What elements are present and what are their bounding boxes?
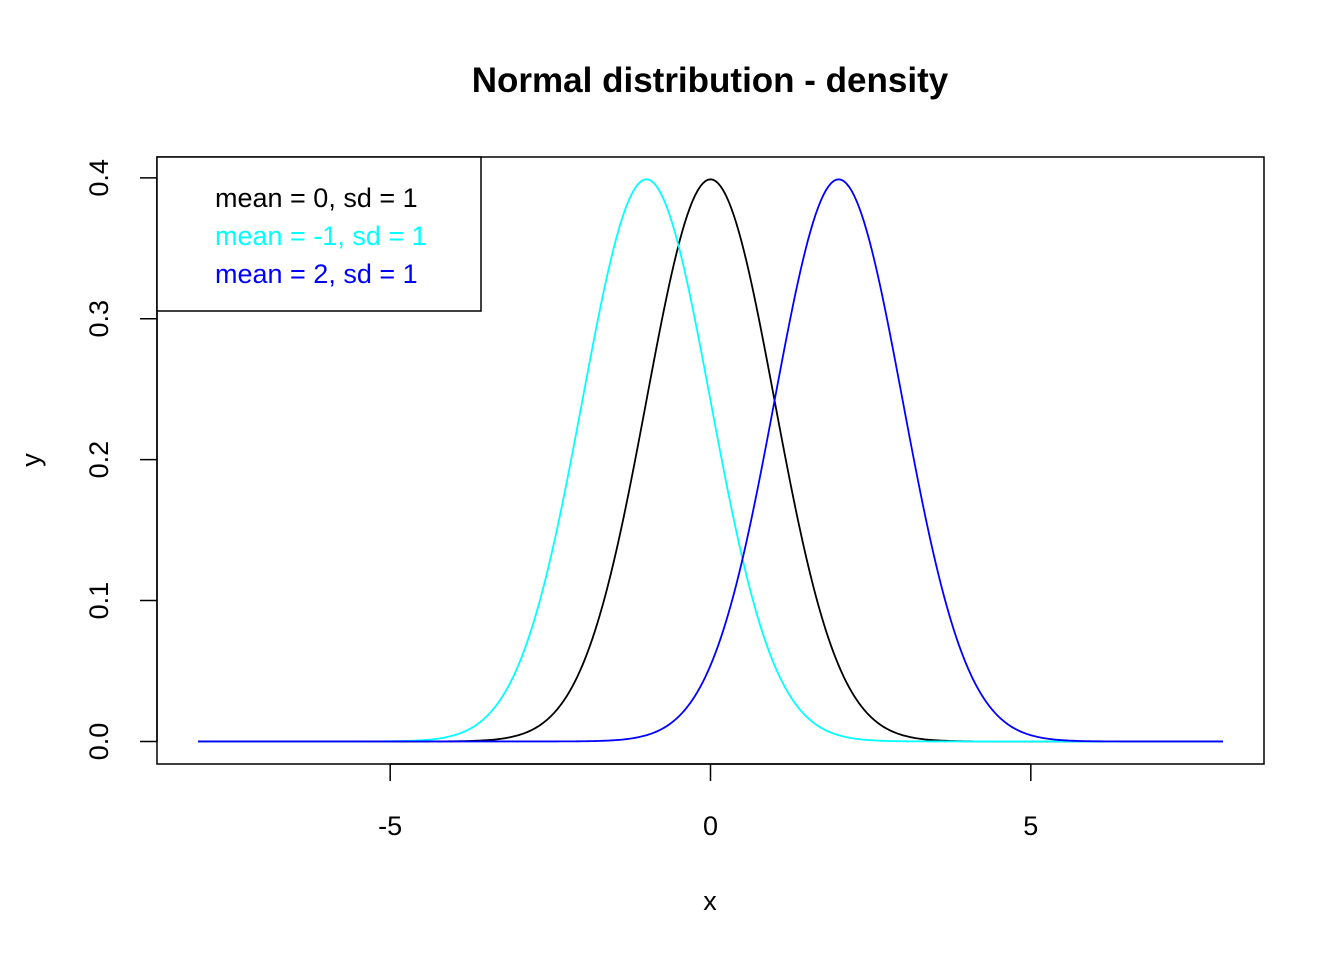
x-axis-title: x <box>703 886 717 916</box>
chart-title: Normal distribution - density <box>472 61 949 100</box>
legend: mean = 0, sd = 1 mean = -1, sd = 1 mean … <box>156 156 482 312</box>
y-tick-label-2: 0.2 <box>84 441 114 479</box>
x-ticks: -5 0 5 <box>378 764 1038 841</box>
y-tick-label-0: 0.0 <box>84 723 114 761</box>
y-ticks: 0.0 0.1 0.2 0.3 0.4 <box>84 159 157 760</box>
y-tick-label-4: 0.4 <box>84 159 114 197</box>
y-tick-label-3: 0.3 <box>84 300 114 338</box>
density-line-mean-2 <box>198 178 1223 743</box>
x-axis: -5 0 5 <box>378 763 1038 841</box>
legend-entry-1: mean = 0, sd = 1 <box>215 183 418 213</box>
y-tick-label-1: 0.1 <box>84 582 114 620</box>
legend-entry-3: mean = 2, sd = 1 <box>215 259 418 289</box>
x-tick-label-0: -5 <box>378 811 402 841</box>
series-lines <box>198 178 1223 743</box>
y-axis-title: y <box>16 453 46 467</box>
x-tick-label-2: 5 <box>1023 811 1038 841</box>
legend-entry-2: mean = -1, sd = 1 <box>215 221 427 251</box>
legend-box <box>156 156 482 312</box>
x-tick-label-1: 0 <box>703 811 718 841</box>
y-axis: 0.0 0.1 0.2 0.3 0.4 <box>84 159 158 760</box>
